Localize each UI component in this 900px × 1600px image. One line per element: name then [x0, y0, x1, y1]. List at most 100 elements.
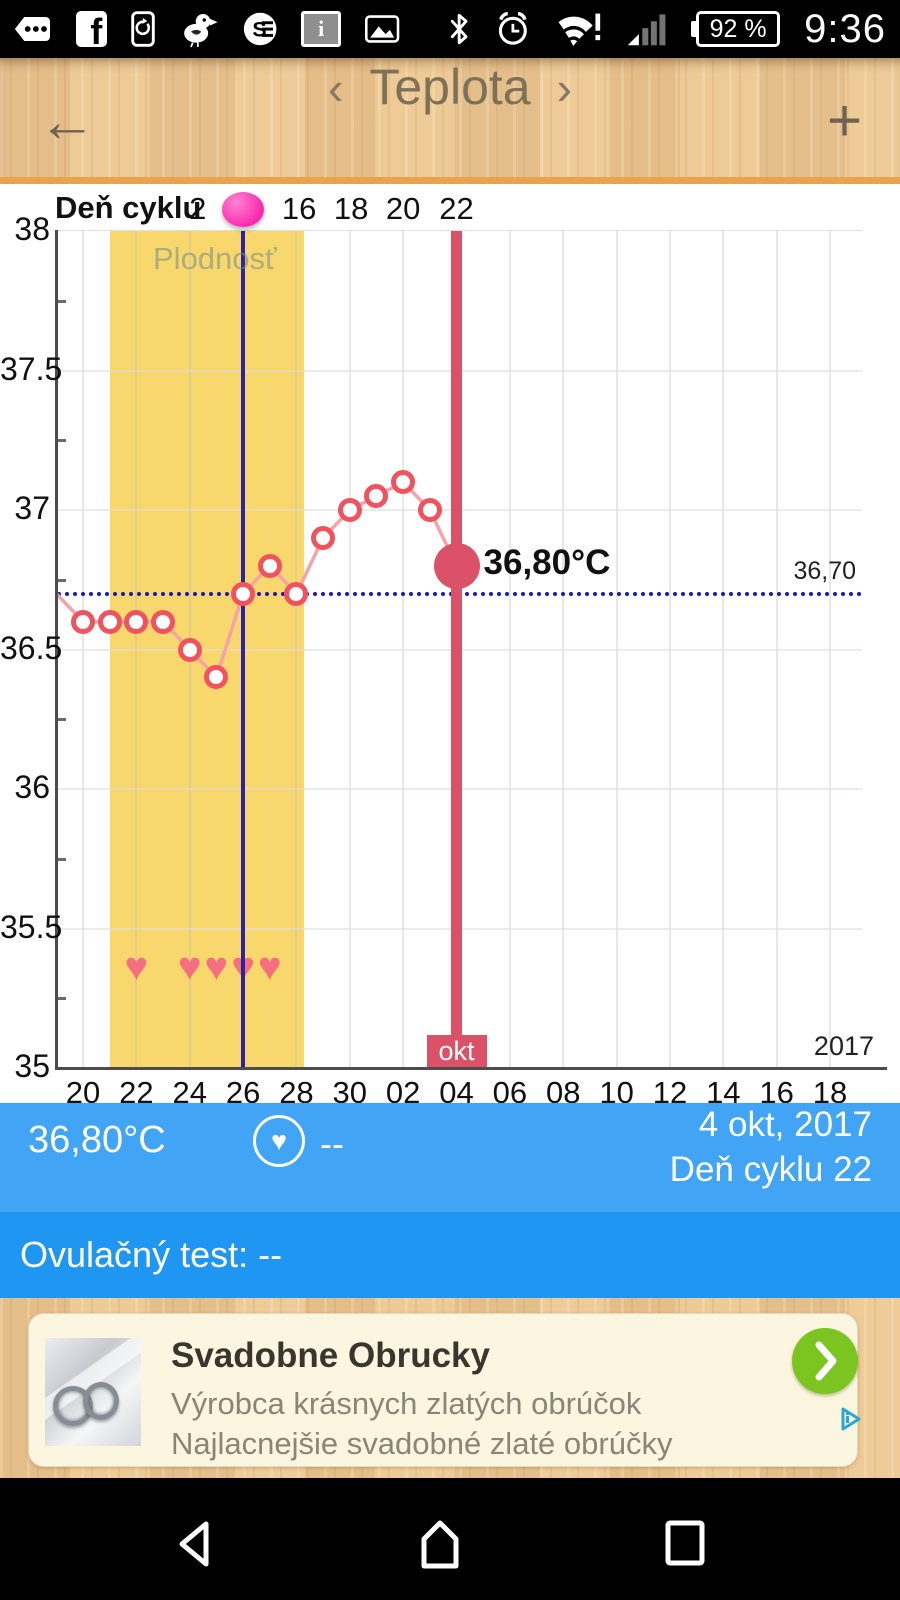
y-axis-line	[55, 230, 58, 1068]
svg-text:S: S	[252, 18, 266, 42]
cycle-day-row-label: Deň cyklu	[55, 190, 202, 225]
cycle-day-value: Deň cyklu 22	[669, 1150, 872, 1189]
temperature-point[interactable]	[311, 525, 336, 550]
temperature-point[interactable]	[151, 609, 176, 634]
temperature-point[interactable]	[71, 609, 95, 634]
cycle-day-tick: 18	[333, 191, 369, 226]
temperature-point[interactable]	[204, 665, 229, 690]
intercourse-heart-icon: ♥	[204, 945, 229, 990]
alarm-icon	[498, 11, 527, 45]
x-axis-line	[55, 1067, 887, 1070]
temperature-point[interactable]	[391, 470, 416, 495]
heart-glyph: ♥	[270, 1125, 288, 1156]
battery-nub	[691, 21, 698, 37]
adchoices-icon[interactable]	[838, 1406, 864, 1432]
info-battery-icon: i	[301, 11, 342, 47]
y-axis-label: 35	[14, 1048, 50, 1084]
nav-back-icon[interactable]	[172, 1518, 218, 1570]
notification-tag-icon	[14, 16, 51, 42]
intercourse-value: --	[320, 1123, 344, 1164]
next-chart-button[interactable]: ›	[556, 62, 572, 114]
bird-app-icon	[184, 13, 218, 48]
header-title-row: ‹ Teplota ›	[0, 58, 900, 116]
photo-icon	[365, 15, 400, 43]
prev-chart-button[interactable]: ‹	[328, 62, 344, 114]
temperature-point[interactable]	[364, 484, 389, 509]
cycle-day-tick: 2	[189, 191, 207, 226]
cycle-day-tick: 20	[385, 191, 421, 226]
coverline-label: 36,70	[793, 556, 856, 585]
ovulation-test-label: Ovulačný test: --	[20, 1234, 283, 1275]
y-minor-tick	[57, 299, 66, 303]
selected-temperature-point[interactable]	[433, 542, 480, 589]
wifi-alert-icon	[558, 13, 600, 47]
nav-recents-icon[interactable]	[662, 1518, 708, 1568]
ovulation-test-bar[interactable]: Ovulačný test: --	[0, 1212, 900, 1298]
temperature-point[interactable]	[177, 637, 202, 662]
ad-description-2: Najlacnejšie svadobné zlaté obrúčky	[171, 1426, 673, 1461]
header: ← ‹ Teplota › +	[0, 58, 900, 184]
cycle-day-tick: 16	[281, 191, 317, 226]
temperature-point[interactable]	[231, 581, 256, 606]
y-axis-label: 38	[14, 211, 50, 247]
ring-right	[83, 1382, 119, 1420]
y-minor-tick	[57, 578, 66, 582]
selected-day-line[interactable]	[451, 231, 463, 1068]
ad-rings-image	[45, 1338, 141, 1446]
temperature-point[interactable]	[257, 553, 282, 578]
y-minor-tick	[57, 857, 66, 861]
intercourse-heart-icon[interactable]: ♥	[253, 1115, 305, 1167]
selected-temperature-label: 36,80°C	[483, 542, 611, 582]
y-axis-label: 37.5	[0, 350, 63, 387]
selected-date: 4 okt, 2017	[698, 1105, 872, 1144]
android-nav-bar	[0, 1478, 900, 1600]
ad-cta-button[interactable]	[792, 1328, 858, 1394]
y-minor-tick	[57, 439, 66, 443]
battery-percent: 92 %	[709, 14, 767, 43]
selected-temperature-value: 36,80°C	[28, 1119, 166, 1161]
clock-time: 9:36	[804, 6, 886, 51]
temperature-point[interactable]	[417, 498, 442, 522]
add-entry-button[interactable]: +	[826, 87, 862, 154]
y-minor-tick	[57, 997, 66, 1001]
year-label: 2017	[813, 1031, 874, 1061]
back-arrow-button[interactable]: ←	[38, 89, 96, 154]
temperature-point[interactable]	[337, 498, 362, 522]
cycle-day-tick: 22	[439, 191, 474, 226]
y-axis-label: 37	[14, 490, 50, 526]
ad-description-1: Výrobca krásnych zlatých obrúčok	[171, 1386, 642, 1421]
signal-icon	[627, 14, 666, 46]
intercourse-heart-icon: ♥	[124, 945, 149, 990]
day-info-bar[interactable]: 36,80°C ♥ -- 4 okt, 2017 Deň cyklu 22	[0, 1103, 900, 1212]
ad-card[interactable]: Svadobne Obrucky Výrobca krásnych zlatýc…	[28, 1313, 858, 1467]
temperature-point[interactable]	[284, 581, 309, 606]
battery-indicator: 92 %	[691, 11, 781, 47]
page-title: Teplota	[369, 59, 531, 115]
header-accent-strip	[0, 177, 900, 184]
ovulation-day-dot	[222, 192, 265, 227]
nav-home-icon[interactable]	[414, 1518, 466, 1570]
y-axis-label: 35.5	[0, 908, 63, 945]
chevron-right-icon	[815, 1341, 837, 1381]
temperature-point[interactable]	[124, 609, 149, 634]
ad-title: Svadobne Obrucky	[171, 1336, 490, 1375]
bluetooth-icon	[450, 13, 468, 45]
status-bar: f S i 92 % 9:36	[0, 0, 900, 58]
y-axis-label: 36.5	[0, 629, 63, 666]
ad-section: Svadobne Obrucky Výrobca krásnych zlatýc…	[0, 1298, 900, 1478]
temperature-line	[57, 479, 459, 681]
ovulation-line	[241, 231, 246, 1068]
facebook-icon: f	[75, 11, 108, 50]
y-axis-label: 36	[14, 769, 50, 805]
temperature-point[interactable]	[97, 609, 122, 634]
y-minor-tick	[57, 718, 66, 722]
sync-phone-icon	[131, 11, 156, 47]
s-app-icon: S	[243, 12, 277, 46]
month-label: okt	[426, 1035, 487, 1068]
fertility-band-label: Plodnosť	[153, 241, 277, 276]
intercourse-heart-icon: ♥	[177, 945, 202, 990]
intercourse-heart-icon: ♥	[257, 945, 282, 990]
